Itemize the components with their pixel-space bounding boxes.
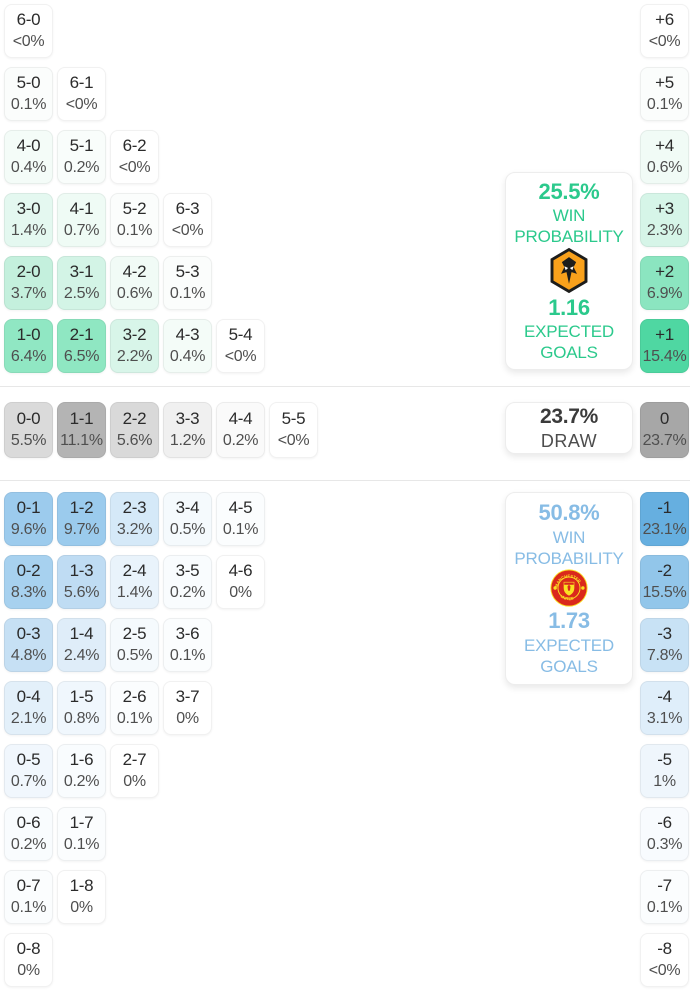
score-cell-0-0: 0-0 5.5%	[4, 402, 53, 458]
score-cell-3-4: 3-4 0.5%	[163, 492, 212, 546]
home-win-probability-value: 25.5%	[538, 179, 600, 205]
score-cell-2-2: 2-2 5.6%	[110, 402, 159, 458]
goal-diff-cell-+6: +6 <0%	[640, 4, 689, 58]
score-cell-2-5: 2-5 0.5%	[110, 618, 159, 672]
score-cell-4-0: 4-0 0.4%	[4, 130, 53, 184]
score-cell-2-4: 2-4 1.4%	[110, 555, 159, 609]
away-expected-goals-value: 1.73	[548, 608, 590, 634]
goal-diff-cell-+2: +2 6.9%	[640, 256, 689, 310]
goal-diff-cell-+5: +5 0.1%	[640, 67, 689, 121]
goal-diff-cell-+3: +3 2.3%	[640, 193, 689, 247]
score-cell-6-3: 6-3 <0%	[163, 193, 212, 247]
home-expected-goals-value: 1.16	[548, 294, 590, 320]
score-cell-5-4: 5-4 <0%	[216, 319, 265, 373]
score-cell-5-3: 5-3 0.1%	[163, 256, 212, 310]
draw-label: DRAW	[540, 430, 598, 451]
score-cell-6-1: 6-1 <0%	[57, 67, 106, 121]
score-cell-4-6: 4-6 0%	[216, 555, 265, 609]
svg-text:UNITED: UNITED	[560, 594, 575, 602]
score-cell-0-7: 0-7 0.1%	[4, 870, 53, 924]
away-expected-goals-label: EXPECTED GOALS	[523, 636, 615, 677]
score-cell-0-8: 0-8 0%	[4, 933, 53, 987]
score-cell-3-6: 3-6 0.1%	[163, 618, 212, 672]
score-cell-3-5: 3-5 0.2%	[163, 555, 212, 609]
score-cell-3-3: 3-3 1.2%	[163, 402, 212, 458]
home-win-probability-label: WIN PROBABILITY	[514, 206, 624, 247]
score-cell-1-1: 1-1 11.1%	[57, 402, 106, 458]
score-cell-1-6: 1-6 0.2%	[57, 744, 106, 798]
draw-panel: 23.7% DRAW	[505, 402, 633, 454]
score-cell-6-0: 6-0 <0%	[4, 4, 53, 58]
goal-diff-cell--7: -7 0.1%	[640, 870, 689, 924]
score-cell-1-5: 1-5 0.8%	[57, 681, 106, 735]
goal-diff-cell--8: -8 <0%	[640, 933, 689, 987]
draw-probability-value: 23.7%	[539, 404, 599, 428]
score-cell-0-2: 0-2 8.3%	[4, 555, 53, 609]
goal-diff-cell-0: 0 23.7%	[640, 402, 689, 458]
score-cell-3-0: 3-0 1.4%	[4, 193, 53, 247]
section-divider-bottom	[0, 480, 690, 481]
score-cell-2-0: 2-0 3.7%	[4, 256, 53, 310]
goal-diff-cell--6: -6 0.3%	[640, 807, 689, 861]
score-cell-4-5: 4-5 0.1%	[216, 492, 265, 546]
score-cell-4-2: 4-2 0.6%	[110, 256, 159, 310]
section-divider-top	[0, 386, 690, 387]
score-cell-3-1: 3-1 2.5%	[57, 256, 106, 310]
goal-diff-cell--4: -4 3.1%	[640, 681, 689, 735]
score-cell-1-3: 1-3 5.6%	[57, 555, 106, 609]
score-cell-0-3: 0-3 4.8%	[4, 618, 53, 672]
wolves-crest-icon	[548, 247, 590, 294]
score-cell-4-3: 4-3 0.4%	[163, 319, 212, 373]
score-cell-1-7: 1-7 0.1%	[57, 807, 106, 861]
score-cell-3-7: 3-7 0%	[163, 681, 212, 735]
score-cell-1-8: 1-8 0%	[57, 870, 106, 924]
away-win-probability-value: 50.8%	[538, 499, 600, 525]
score-cell-6-2: 6-2 <0%	[110, 130, 159, 184]
goal-diff-cell-+1: +1 15.4%	[640, 319, 689, 373]
goal-diff-cell--3: -3 7.8%	[640, 618, 689, 672]
away-win-probability-label: WIN PROBABILITY	[514, 527, 624, 568]
score-cell-4-4: 4-4 0.2%	[216, 402, 265, 458]
score-cell-2-7: 2-7 0%	[110, 744, 159, 798]
goal-diff-cell--2: -2 15.5%	[640, 555, 689, 609]
score-cell-1-4: 1-4 2.4%	[57, 618, 106, 672]
score-cell-0-4: 0-4 2.1%	[4, 681, 53, 735]
score-cell-1-2: 1-2 9.7%	[57, 492, 106, 546]
score-cell-2-6: 2-6 0.1%	[110, 681, 159, 735]
score-cell-5-1: 5-1 0.2%	[57, 130, 106, 184]
score-cell-5-0: 5-0 0.1%	[4, 67, 53, 121]
score-cell-2-3: 2-3 3.2%	[110, 492, 159, 546]
home-expected-goals-label: EXPECTED GOALS	[523, 321, 615, 362]
score-cell-2-1: 2-1 6.5%	[57, 319, 106, 373]
score-cell-0-5: 0-5 0.7%	[4, 744, 53, 798]
score-cell-4-1: 4-1 0.7%	[57, 193, 106, 247]
score-cell-0-1: 0-1 9.6%	[4, 492, 53, 546]
goal-diff-cell--1: -1 23.1%	[640, 492, 689, 546]
score-cell-5-2: 5-2 0.1%	[110, 193, 159, 247]
goal-diff-cell--5: -5 1%	[640, 744, 689, 798]
manchester-united-crest-icon: MANCHESTER UNITED	[550, 569, 588, 608]
score-cell-0-6: 0-6 0.2%	[4, 807, 53, 861]
goal-diff-cell-+4: +4 0.6%	[640, 130, 689, 184]
home-win-panel: 25.5% WIN PROBABILITY 1.16 EXPECTED GOAL…	[505, 172, 633, 370]
score-cell-5-5: 5-5 <0%	[269, 402, 318, 458]
score-cell-1-0: 1-0 6.4%	[4, 319, 53, 373]
score-cell-3-2: 3-2 2.2%	[110, 319, 159, 373]
away-win-panel: 50.8% WIN PROBABILITY MANCHESTER UNITED …	[505, 492, 633, 685]
